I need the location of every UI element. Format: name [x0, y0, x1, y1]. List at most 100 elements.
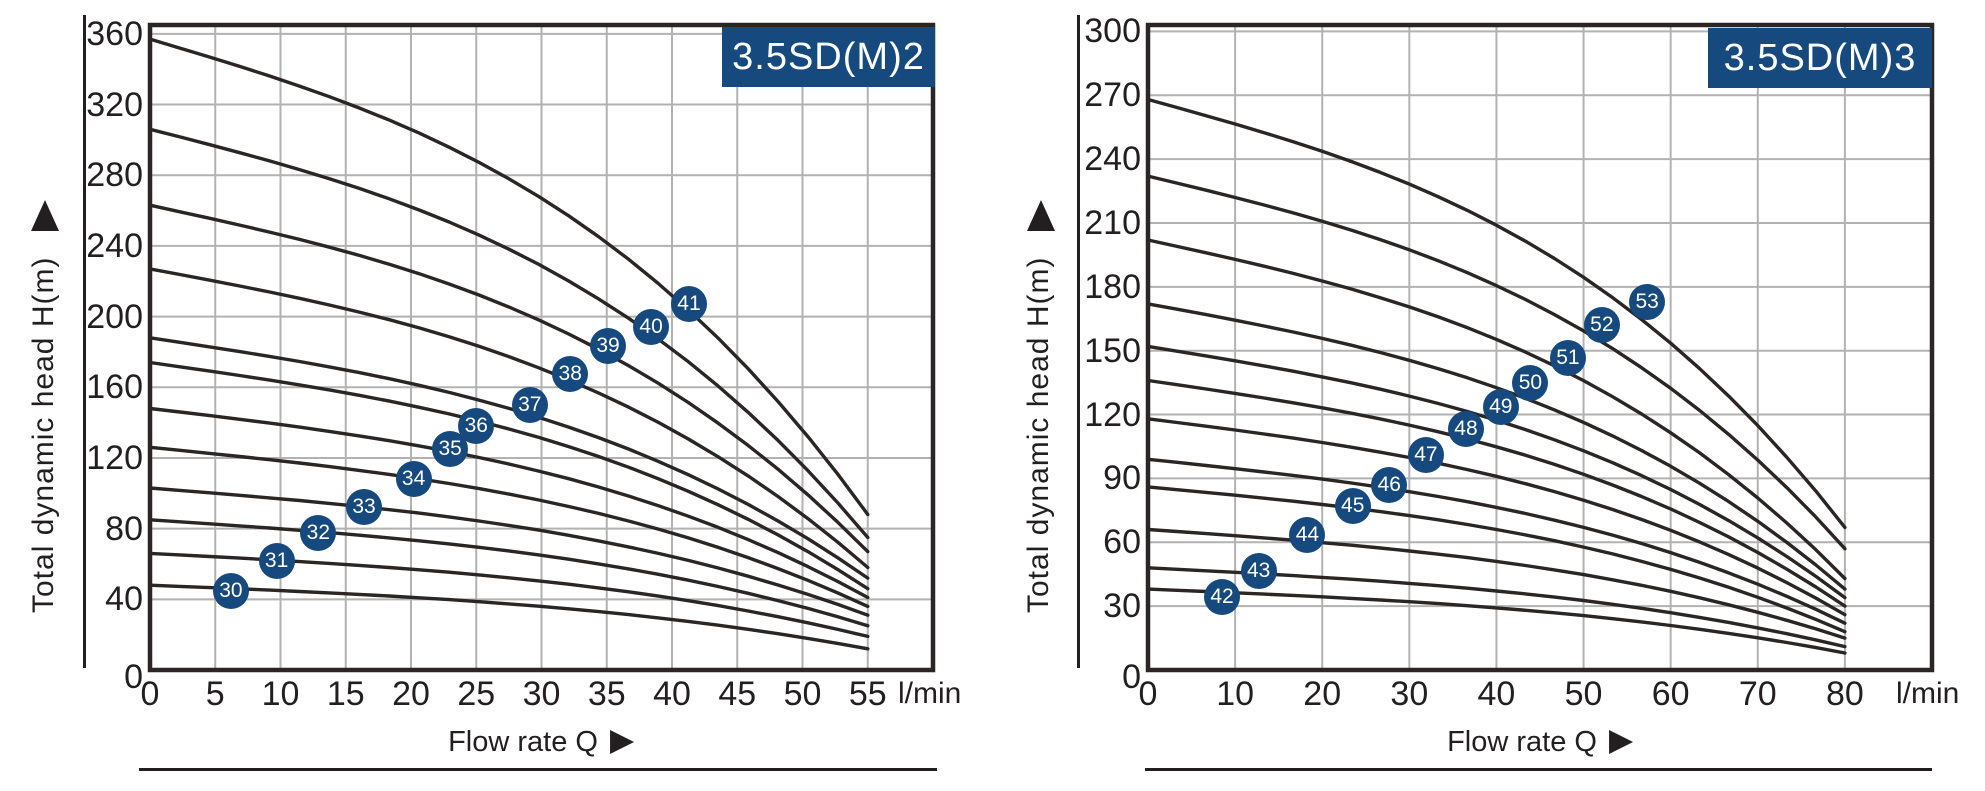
y-tick-label: 240 [1084, 140, 1141, 179]
stage-badge-52: 52 [1583, 307, 1620, 344]
curve-52 [1146, 174, 1847, 551]
y-tick-label: 360 [86, 14, 143, 53]
y-tick-label: 0 [1122, 658, 1141, 696]
x-tick-label: 45 [718, 675, 757, 713]
y-tick-label: 80 [105, 509, 143, 548]
x-tick-label: 10 [261, 675, 300, 713]
plot-border [1145, 22, 1935, 673]
y-tick-label: 180 [1084, 267, 1141, 306]
curve-36 [148, 360, 870, 591]
stage-badge-30: 30 [212, 573, 249, 610]
stage-badge-46: 46 [1371, 466, 1408, 503]
stage-badge-53: 53 [1629, 283, 1666, 320]
x-tick-label: 15 [326, 675, 365, 713]
x-axis-title-text: Flow rate Q [1447, 726, 1597, 758]
stage-badge-32: 32 [300, 515, 337, 552]
curve-50 [1146, 302, 1847, 591]
curve-34 [148, 445, 870, 609]
x-tick-label: 0 [140, 675, 160, 713]
y-tick-label: 300 [1084, 12, 1141, 51]
x-tick-label: 0 [1138, 675, 1158, 713]
up-arrow-icon [31, 200, 59, 231]
y-tick-label: 30 [1103, 587, 1141, 626]
y-tick-label: 120 [1084, 395, 1141, 434]
stage-badge-34: 34 [395, 461, 432, 498]
stage-badge-40: 40 [633, 309, 670, 346]
curve-37 [148, 336, 870, 580]
y-tick-label: 200 [86, 297, 143, 336]
curve-41 [148, 37, 870, 517]
model-title-box: 3.5SD(M)3 [1708, 28, 1932, 88]
right-arrow-icon [1608, 730, 1633, 754]
curve-53 [1146, 97, 1847, 530]
bottom-rule [1145, 768, 1932, 771]
stage-badge-48: 48 [1447, 411, 1484, 448]
x-tick-label: 30 [522, 675, 561, 713]
y-tick-label: 240 [86, 226, 143, 265]
curve-46 [1146, 457, 1847, 625]
curve-42 [1146, 587, 1847, 655]
stage-badge-45: 45 [1334, 488, 1371, 525]
model-title: 3.5SD(M)2 [732, 35, 925, 78]
x-tick-label: 5 [205, 675, 225, 713]
x-axis-title-text: Flow rate Q [448, 726, 598, 758]
x-tick-label: 80 [1825, 675, 1864, 713]
y-axis-title: Total dynamic head H(m) [1022, 256, 1055, 614]
y-tick-label: 40 [105, 580, 143, 619]
y-axis-line [1077, 15, 1080, 668]
y-tick-label: 320 [86, 85, 143, 124]
curve-39 [148, 203, 870, 554]
y-tick-label: 160 [86, 368, 143, 407]
x-axis-unit: l/min [1896, 677, 1960, 710]
model-title: 3.5SD(M)3 [1723, 36, 1917, 79]
x-tick-label: 20 [1303, 675, 1342, 713]
model-title-box: 3.5SD(M)2 [722, 27, 935, 87]
stage-badge-44: 44 [1289, 516, 1326, 553]
stage-badge-49: 49 [1482, 389, 1519, 426]
x-axis-title: Flow rate Q [448, 727, 634, 757]
bottom-rule [139, 768, 937, 771]
stage-badge-42: 42 [1204, 578, 1241, 615]
stage-badge-47: 47 [1407, 437, 1444, 473]
curve-51 [1146, 238, 1847, 581]
stage-badge-33: 33 [346, 488, 383, 525]
curve-45 [1146, 485, 1847, 634]
stage-badge-31: 31 [258, 543, 295, 580]
stage-badge-38: 38 [552, 356, 589, 392]
curve-44 [1146, 527, 1847, 640]
stage-badge-41: 41 [670, 286, 707, 323]
stage-badge-50: 50 [1512, 364, 1549, 401]
y-axis-line [83, 15, 86, 668]
x-tick-label: 70 [1738, 675, 1777, 713]
y-tick-label: 90 [1103, 459, 1141, 498]
x-axis-title: Flow rate Q [1447, 727, 1633, 757]
stage-badge-37: 37 [511, 386, 548, 423]
x-axis-unit: l/min [898, 677, 962, 710]
curve-32 [148, 518, 870, 628]
y-tick-label: 120 [86, 438, 143, 477]
x-tick-label: 25 [457, 675, 496, 713]
x-tick-label: 60 [1651, 675, 1690, 713]
x-tick-label: 40 [1477, 675, 1516, 713]
x-tick-label: 55 [848, 675, 887, 713]
stage-badge-36: 36 [458, 408, 495, 445]
curve-35 [148, 406, 870, 600]
x-tick-label: 50 [1564, 675, 1603, 713]
curve-40 [148, 127, 870, 540]
x-tick-label: 10 [1216, 675, 1255, 713]
stage-badge-35: 35 [432, 431, 469, 468]
stage-badge-43: 43 [1240, 553, 1277, 589]
y-tick-label: 60 [1103, 523, 1141, 562]
x-tick-label: 50 [783, 675, 822, 713]
plot-border [147, 22, 936, 673]
y-tick-label: 210 [1084, 203, 1141, 242]
curve-30 [148, 583, 870, 651]
x-tick-label: 35 [587, 675, 626, 713]
x-tick-label: 40 [653, 675, 691, 713]
y-tick-label: 150 [1084, 331, 1141, 370]
stage-badge-51: 51 [1549, 340, 1586, 377]
